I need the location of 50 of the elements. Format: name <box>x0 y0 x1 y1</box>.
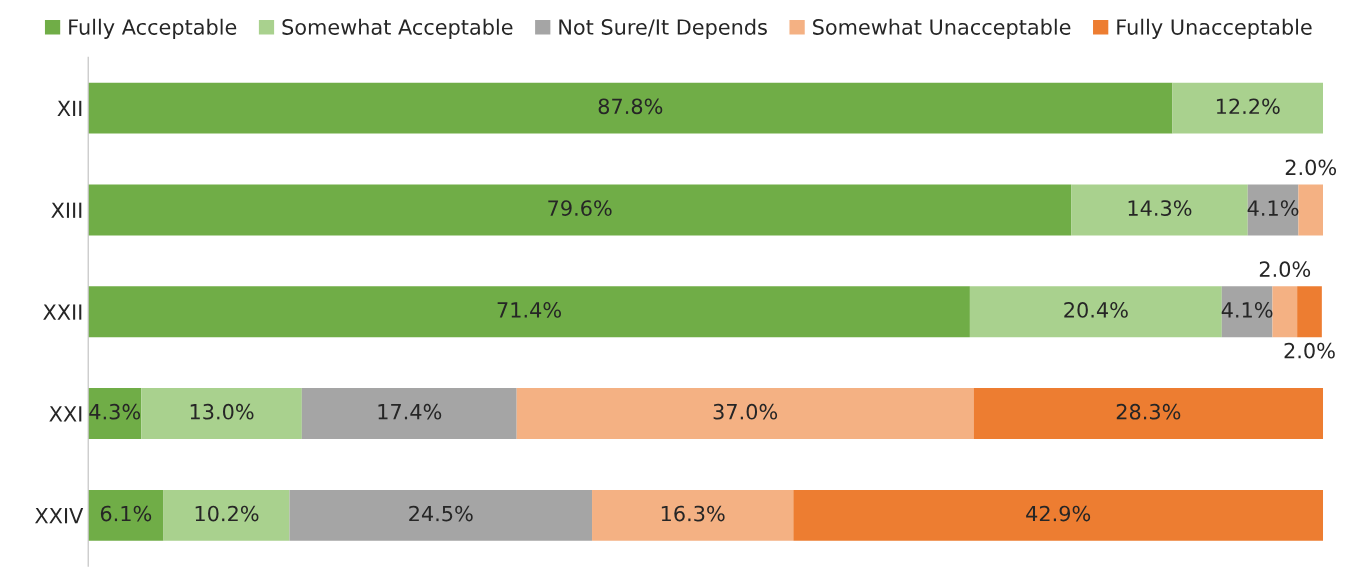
bar <box>1297 286 1322 338</box>
y-tick-label: XII <box>57 100 82 117</box>
bar <box>88 388 142 440</box>
data-label: 2.0% <box>1259 261 1311 278</box>
y-tick-label: XXIV <box>35 508 84 524</box>
data-label: 4.1% <box>1221 302 1273 318</box>
data-label: 87.8% <box>598 98 663 115</box>
data-label: 16.3% <box>661 505 725 522</box>
data-label: 13.0% <box>190 403 254 420</box>
bar <box>141 388 302 440</box>
bar <box>289 489 593 541</box>
legend-label: Fully Acceptable <box>69 18 237 39</box>
data-label: 10.2% <box>195 505 259 522</box>
bar <box>301 388 517 440</box>
bar <box>1221 286 1273 338</box>
data-label: 2.0% <box>1284 342 1335 359</box>
bar <box>88 489 164 541</box>
data-label: 24.5% <box>409 505 473 522</box>
data-label: 20.4% <box>1064 302 1128 318</box>
data-label: 14.3% <box>1128 200 1192 216</box>
data-label: 12.2% <box>1216 98 1280 115</box>
bar <box>1071 184 1248 236</box>
bar <box>88 184 1072 236</box>
bar <box>793 489 1324 541</box>
data-label: 79.6% <box>548 200 612 216</box>
legend-label: Somewhat Unacceptable <box>813 18 1071 39</box>
data-label: 17.4% <box>378 403 442 420</box>
bar <box>1272 286 1298 338</box>
legend-label: Somewhat Acceptable <box>282 18 513 39</box>
bar <box>969 286 1222 338</box>
data-label: 42.9% <box>1026 505 1091 522</box>
bar <box>1298 184 1324 236</box>
data-label: 28.3% <box>1116 403 1181 420</box>
bar <box>973 388 1324 440</box>
legend-label: Fully Unacceptable <box>1117 18 1312 39</box>
data-label: 6.1% <box>100 505 152 522</box>
data-label: 37.0% <box>713 403 778 420</box>
bar <box>1172 82 1324 134</box>
bar <box>163 489 290 541</box>
bar <box>592 489 794 541</box>
bar <box>516 388 974 440</box>
data-label: 4.3% <box>89 403 141 420</box>
y-tick-label: XXII <box>43 304 82 320</box>
data-label: 71.4% <box>497 302 561 318</box>
y-tick-label: XIII <box>51 202 82 218</box>
y-tick-label: XXI <box>49 406 82 422</box>
bar <box>88 286 970 338</box>
data-label: 2.0% <box>1285 159 1337 176</box>
bar <box>88 82 1173 134</box>
legend-label: Not Sure/It Depends <box>559 18 767 39</box>
